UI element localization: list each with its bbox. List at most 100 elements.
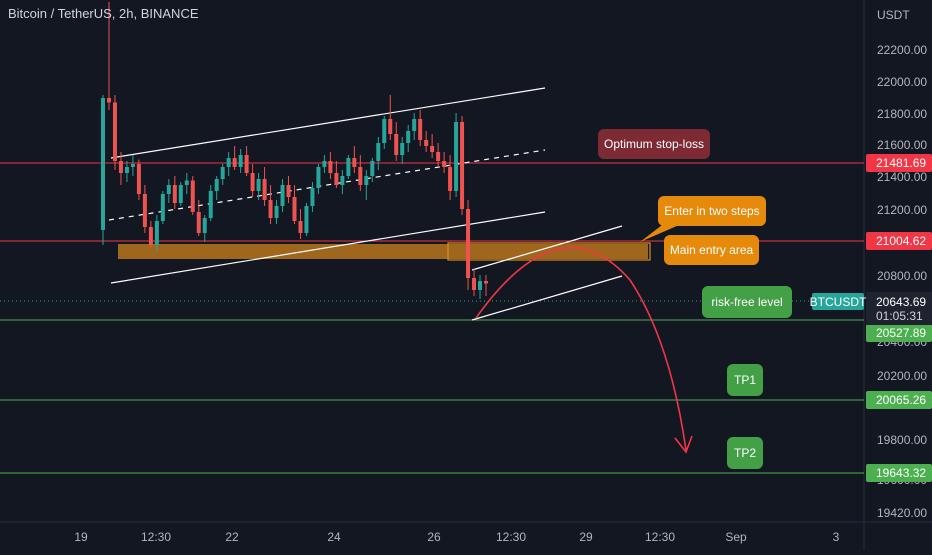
x-tick-label: 19 — [74, 530, 88, 544]
candle-body — [136, 164, 141, 194]
candle-body — [166, 185, 171, 194]
x-tick-label: 12:30 — [496, 530, 526, 544]
candle-body — [244, 155, 249, 173]
candle-body — [112, 102, 117, 161]
candle-body — [388, 119, 393, 134]
candle-body — [394, 134, 399, 155]
new-channel-lower-line[interactable] — [471, 275, 623, 321]
candle-body — [472, 278, 477, 290]
y-tick-label: 20800.00 — [877, 269, 927, 283]
support-zone[interactable] — [118, 244, 648, 259]
price-tag-red — [866, 232, 932, 250]
candle-body — [298, 221, 303, 233]
candle-body — [184, 180, 189, 185]
y-tick-label: 22000.00 — [877, 75, 927, 89]
y-tick-label: 19800.00 — [877, 433, 927, 447]
symbol-tag[interactable] — [812, 293, 864, 310]
channel-mid-line[interactable] — [108, 149, 546, 221]
candle-body — [292, 197, 297, 221]
candle-body — [406, 131, 411, 143]
candle-body — [106, 98, 111, 103]
y-tick-label: 21800.00 — [877, 107, 927, 121]
candle-body — [214, 179, 219, 191]
enter-two-steps-box[interactable] — [658, 196, 766, 226]
candle-body — [484, 281, 488, 284]
x-tick-label: 12:30 — [141, 530, 171, 544]
candle-body — [202, 218, 207, 233]
y-tick-label: 21400.00 — [877, 170, 927, 184]
candle-body — [154, 221, 159, 245]
candle-body — [304, 206, 309, 233]
channel-lower-line[interactable] — [110, 211, 546, 284]
candle-body — [268, 200, 273, 218]
y-tick-label: 21200.00 — [877, 203, 927, 217]
x-tick-label: 3 — [833, 530, 840, 544]
optimum-stop-loss-box[interactable] — [598, 129, 710, 159]
candle-body — [412, 119, 417, 131]
channel-upper-line[interactable] — [110, 87, 546, 159]
chart-title: Bitcoin / TetherUS, 2h, BINANCE — [8, 6, 199, 21]
candle-body — [334, 173, 339, 185]
symbol-tag-label: BTCUSDT — [810, 295, 867, 309]
tp1-box[interactable] — [727, 364, 763, 396]
projection-path[interactable] — [475, 246, 687, 451]
candle-body — [460, 122, 465, 209]
candle-body — [220, 167, 225, 179]
price-tag-red — [866, 154, 932, 172]
candle-body — [178, 185, 183, 203]
candle-body — [466, 209, 471, 278]
risk-free-level-label: risk-free level — [711, 295, 782, 309]
candle-body — [124, 167, 129, 173]
candle-body — [250, 173, 255, 191]
candle-body — [430, 146, 435, 152]
price-tag-label: 21004.62 — [876, 234, 926, 248]
y-tick-label: 20200.00 — [877, 369, 927, 383]
candle-body — [454, 122, 459, 191]
candle-body — [322, 161, 327, 167]
candle-body — [232, 158, 237, 167]
candle-body — [352, 158, 357, 167]
x-tick-label: 12:30 — [645, 530, 675, 544]
new-channel-upper-line[interactable] — [471, 225, 623, 271]
currency-label: USDT — [877, 8, 910, 22]
price-tag-green — [866, 464, 932, 482]
candle-body — [274, 206, 279, 218]
price-tag-label: 21481.69 — [876, 156, 926, 170]
x-tick-label: 29 — [579, 530, 593, 544]
candle-body — [358, 167, 363, 185]
enter-two-steps-label: Enter in two steps — [664, 204, 759, 218]
candle-body — [376, 143, 381, 161]
candle-body — [310, 188, 315, 206]
candle-body — [262, 179, 267, 200]
tp2-label: TP2 — [734, 446, 756, 460]
price-tag-green — [866, 324, 932, 342]
candle-body — [238, 155, 243, 167]
main-entry-area-box[interactable] — [664, 235, 759, 265]
candle-body — [118, 161, 123, 173]
candle-body — [346, 158, 351, 176]
candle-body — [478, 281, 483, 290]
tp2-box[interactable] — [727, 437, 763, 469]
price-tag-label: 19643.32 — [876, 466, 926, 480]
candle-body — [400, 143, 405, 155]
candle-body — [448, 167, 453, 191]
candle-body — [442, 161, 447, 167]
candle-body — [436, 152, 441, 161]
last-price-countdown: 01:05:31 — [876, 309, 923, 323]
price-tag-label: 20527.89 — [876, 326, 926, 340]
enter-two-steps-pointer — [640, 222, 686, 242]
candle-body — [101, 98, 105, 230]
x-tick-label: 22 — [225, 530, 239, 544]
main-entry-zone[interactable] — [447, 242, 651, 261]
candle-body — [382, 119, 387, 143]
risk-free-level-box[interactable] — [702, 286, 792, 318]
tp1-label: TP1 — [734, 373, 756, 387]
main-entry-area-label: Main entry area — [670, 243, 754, 257]
price-tag-green — [866, 391, 932, 409]
last-price-value: 20643.69 — [876, 295, 926, 309]
projection-arrowhead — [674, 435, 693, 454]
candle-body — [172, 185, 177, 203]
